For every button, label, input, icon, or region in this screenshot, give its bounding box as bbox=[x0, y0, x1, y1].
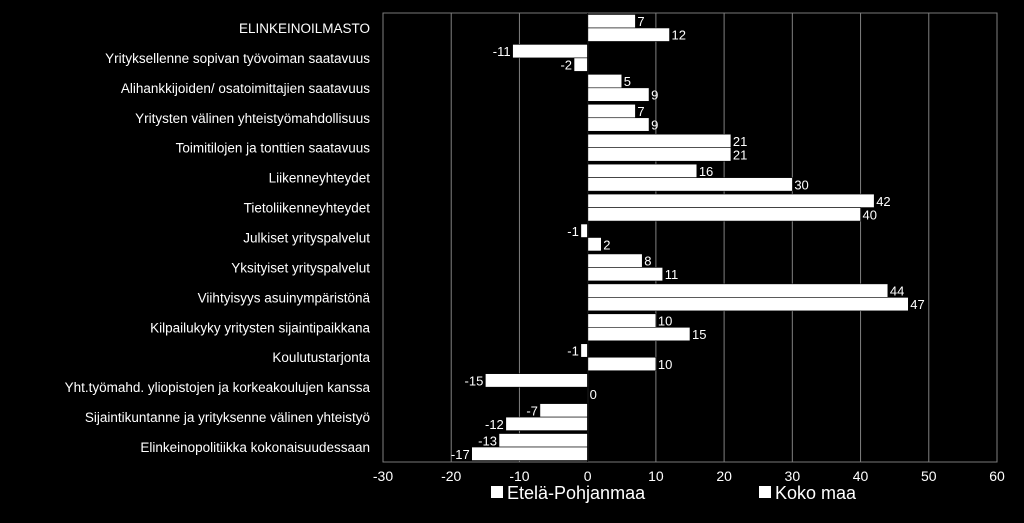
bar bbox=[505, 416, 588, 431]
bar bbox=[587, 283, 889, 298]
category-label: Yht.työmahd. yliopistojen ja korkeakoulu… bbox=[65, 380, 371, 395]
data-label: 9 bbox=[651, 118, 658, 133]
x-tick-label: 0 bbox=[584, 468, 592, 484]
bar bbox=[512, 44, 588, 59]
data-label: 16 bbox=[699, 164, 713, 179]
category-label: Tietoliikenneyhteydet bbox=[244, 201, 371, 216]
category-label: Liikenneyhteydet bbox=[269, 171, 371, 186]
category-label: Julkiset yrityspalvelut bbox=[243, 231, 370, 246]
data-label: 42 bbox=[876, 194, 890, 209]
bar bbox=[580, 343, 588, 358]
plot-area bbox=[382, 12, 998, 463]
x-axis-ticks: -30 -20 -10 0 10 20 30 40 50 60 bbox=[373, 468, 1005, 484]
x-tick-label: 60 bbox=[989, 468, 1005, 484]
x-tick-label: 20 bbox=[716, 468, 732, 484]
bar bbox=[587, 117, 650, 132]
data-label: -1 bbox=[567, 224, 579, 239]
category-label: Yrityksellenne sopivan työvoiman saatavu… bbox=[105, 51, 370, 66]
bar bbox=[587, 237, 602, 252]
bar bbox=[587, 87, 650, 102]
x-tick-label: 40 bbox=[853, 468, 869, 484]
bar bbox=[587, 177, 793, 192]
bar bbox=[471, 446, 588, 461]
data-labels: 712-11-25979212116304240-1281144471015-1… bbox=[451, 14, 925, 462]
bar bbox=[580, 223, 588, 238]
data-label: 5 bbox=[624, 74, 631, 89]
bar bbox=[485, 373, 588, 388]
bar bbox=[587, 147, 732, 162]
category-label: ELINKEINOILMASTO bbox=[239, 21, 370, 36]
data-label: 47 bbox=[910, 297, 924, 312]
category-label: Alihankkijoiden/ osatoimittajien saatavu… bbox=[121, 81, 370, 96]
bar bbox=[587, 163, 698, 178]
legend-swatch-etela-pohjanmaa bbox=[491, 486, 503, 498]
x-tick-label: 30 bbox=[785, 468, 801, 484]
x-tick-label: -10 bbox=[509, 468, 529, 484]
category-label: Toimitilojen ja tonttien saatavuus bbox=[176, 141, 371, 156]
data-label: -2 bbox=[560, 58, 572, 73]
data-label: 9 bbox=[651, 88, 658, 103]
data-label: -13 bbox=[478, 433, 497, 448]
bar bbox=[587, 297, 909, 312]
data-label: -17 bbox=[451, 447, 470, 462]
category-label: Koulutustarjonta bbox=[272, 350, 370, 365]
category-label: Viihtyisyys asuinympäristönä bbox=[198, 290, 371, 305]
category-label: Yritysten välinen yhteistyömahdollisuus bbox=[135, 111, 370, 126]
data-label: 21 bbox=[733, 147, 747, 162]
data-label: -12 bbox=[485, 417, 504, 432]
data-label: -11 bbox=[493, 44, 511, 59]
bars bbox=[471, 14, 909, 461]
legend-swatch-koko-maa bbox=[759, 486, 771, 498]
data-label: 10 bbox=[658, 314, 672, 329]
bar bbox=[587, 193, 875, 208]
data-label: 15 bbox=[692, 327, 706, 342]
data-label: 2 bbox=[603, 237, 610, 252]
category-label: Kilpailukyky yritysten sijaintipaikkana bbox=[150, 320, 370, 335]
x-tick-label: -30 bbox=[373, 468, 393, 484]
bar bbox=[587, 103, 636, 119]
bar bbox=[587, 74, 623, 89]
data-label: 44 bbox=[890, 284, 904, 299]
bar bbox=[573, 57, 588, 72]
bar bbox=[587, 27, 670, 42]
bar bbox=[587, 14, 636, 29]
x-tick-label: 10 bbox=[648, 468, 664, 484]
data-label: 30 bbox=[794, 177, 808, 192]
data-label: -15 bbox=[465, 373, 484, 388]
category-label: Yksityiset yrityspalvelut bbox=[231, 260, 370, 275]
bar bbox=[587, 356, 657, 372]
bar bbox=[587, 207, 861, 222]
x-tick-label: 50 bbox=[921, 468, 937, 484]
bar bbox=[587, 313, 657, 328]
data-label: 21 bbox=[733, 134, 747, 149]
data-label: 12 bbox=[672, 28, 686, 43]
category-label: Elinkeinopolitiikka kokonaisuudessaan bbox=[140, 440, 370, 455]
x-tick-label: -20 bbox=[441, 468, 461, 484]
data-label: -7 bbox=[526, 403, 538, 418]
legend-label-koko-maa: Koko maa bbox=[775, 483, 857, 503]
legend-label-etela-pohjanmaa: Etelä-Pohjanmaa bbox=[507, 483, 646, 503]
data-label: 7 bbox=[637, 104, 644, 119]
data-label: 40 bbox=[863, 207, 877, 222]
data-label: 11 bbox=[665, 267, 679, 282]
data-label: 10 bbox=[658, 357, 672, 372]
data-label: 0 bbox=[590, 387, 597, 402]
data-label: 7 bbox=[637, 14, 644, 29]
category-labels: ELINKEINOILMASTO Yrityksellenne sopivan t… bbox=[65, 21, 371, 455]
bar bbox=[587, 267, 664, 282]
bar bbox=[539, 403, 588, 418]
data-label: -1 bbox=[567, 343, 579, 358]
bar bbox=[498, 433, 588, 448]
data-label: 8 bbox=[644, 254, 651, 269]
bar bbox=[587, 326, 691, 342]
legend: Etelä-Pohjanmaa Koko maa bbox=[491, 483, 857, 503]
bar bbox=[587, 133, 732, 148]
category-label: Sijaintikuntanne ja yrityksenne välinen … bbox=[85, 410, 370, 425]
bar bbox=[587, 253, 643, 268]
